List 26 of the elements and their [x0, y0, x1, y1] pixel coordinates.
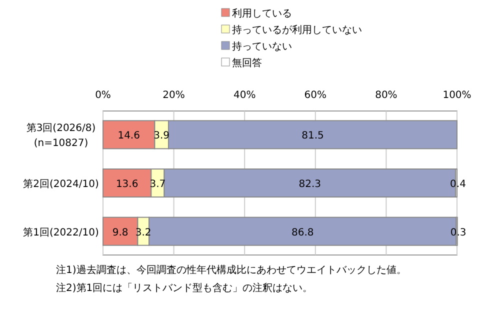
data-label: 0.4	[450, 179, 466, 190]
data-label: 3.9	[154, 130, 170, 142]
data-label: 82.3	[298, 179, 322, 190]
y-tick-label: 第3回(2026/8) (n=10827)	[26, 122, 96, 150]
y-tick-label: 第1回(2022/10)	[23, 226, 99, 238]
data-label: 81.5	[302, 130, 324, 142]
text: 注2)第1回には「リストバンド型も含む」の注釈はない。	[56, 282, 313, 294]
x-tick-label: 20%	[162, 90, 185, 101]
x-tick-label: 80%	[375, 90, 398, 101]
data-label: 9.8	[112, 227, 128, 238]
x-tick-label: 40%	[233, 90, 256, 101]
data-label: 0.3	[450, 227, 466, 238]
x-tick-label: 100%	[442, 90, 472, 101]
legend-label: 無回答	[232, 57, 262, 69]
legend-label: 利用している	[232, 8, 292, 20]
legend-label: 持っているが利用していない	[232, 24, 362, 36]
text: 注1)過去調査は、今回調査の性年代構成比にあわせてウエイトバックした値。	[56, 264, 406, 276]
x-tick-label: 0%	[95, 90, 111, 101]
data-label: 86.8	[292, 227, 314, 238]
legend-label: 持っていない	[232, 40, 292, 52]
y-tick-label: 第2回(2024/10)	[23, 178, 99, 190]
x-tick-label: 60%	[304, 90, 327, 101]
data-label: 14.6	[118, 130, 140, 142]
data-label: 3.7	[150, 179, 166, 190]
data-label: 3.2	[135, 227, 152, 238]
data-label: 13.6	[116, 179, 138, 190]
